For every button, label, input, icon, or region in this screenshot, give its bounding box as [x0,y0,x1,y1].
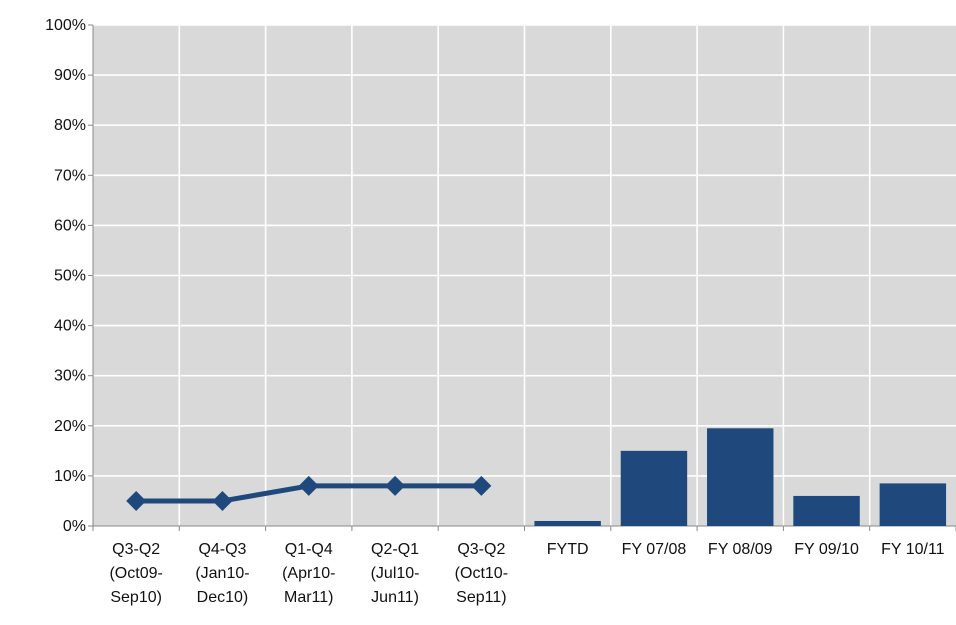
y-tick-label: 80% [54,117,86,134]
y-tick-label: 0% [63,518,86,535]
line-point-marker [126,490,147,511]
bar [620,450,688,526]
bar-series [534,428,947,526]
x-category-label: Q3-Q2 (Oct10-Sep11) [455,541,508,606]
y-axis-ticks: 0% 10% 20% 30% 40% 50% 60% 70% 80% 90% 100% [45,17,93,535]
bar [879,483,947,526]
line-point-marker [298,475,319,496]
y-tick-label: 70% [54,167,86,184]
x-category-label: FY 07/08 [622,541,687,558]
y-tick-label: 40% [54,318,86,335]
y-tick-label: 30% [54,368,86,385]
y-tick-label: 20% [54,418,86,435]
y-tick-label: 60% [54,217,86,234]
x-category-label: FY 08/09 [708,541,773,558]
x-category-label: Q3-Q2 (Oct09-Sep10) [109,541,162,606]
gridlines [93,24,956,526]
line-point-marker [385,475,406,496]
x-category-label: FY 09/10 [794,541,859,558]
y-tick-label: 10% [54,468,86,485]
y-tick-label: 90% [54,67,86,84]
x-category-label: FY 10/11 [881,541,945,558]
x-category-label: Q1-Q4 (Apr10-Mar11) [282,541,335,606]
y-tick-label: 50% [54,268,86,285]
bar [793,495,860,526]
y-tick-label: 100% [45,17,86,34]
x-category-label: Q4-Q3 (Jan10-Dec10) [195,541,249,606]
x-axis-ticks: Q3-Q2 (Oct09-Sep10) Q4-Q3 (Jan10-Dec10) Q1-Q… [92,526,956,606]
line-series [126,475,492,511]
line-point-marker [212,490,233,511]
bar [534,520,601,526]
x-category-label: Q2-Q1 (Jul10-Jun11) [371,541,420,606]
x-category-label: FYTD [547,541,589,558]
line-point-marker [471,475,492,496]
bar [707,428,774,526]
